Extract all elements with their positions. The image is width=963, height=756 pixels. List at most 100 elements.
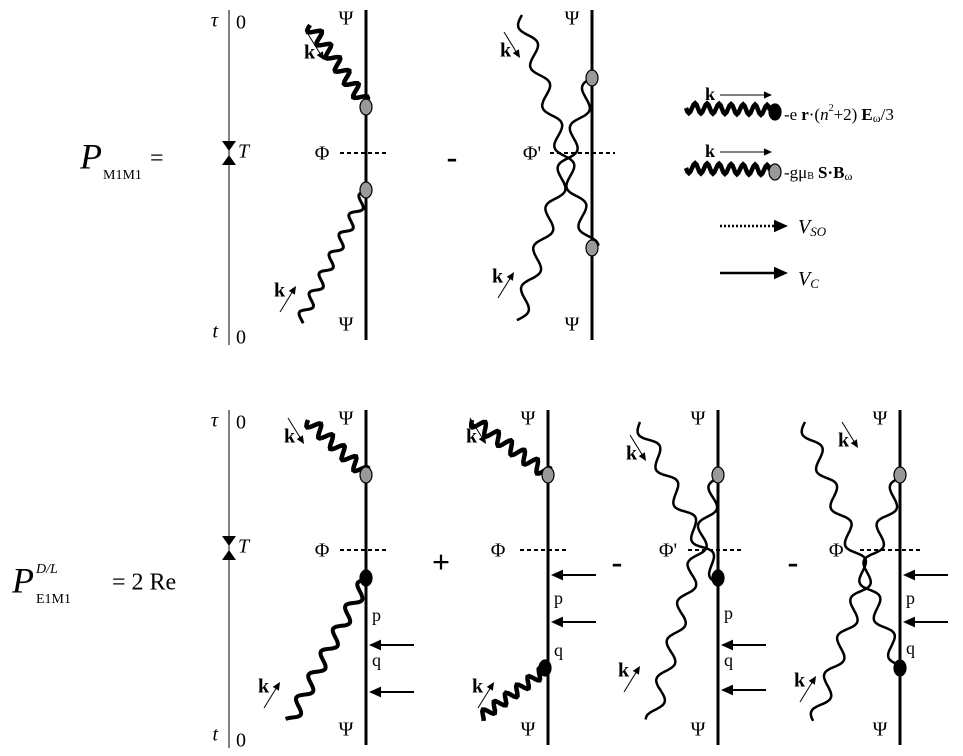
photon-k-arrow — [263, 687, 278, 709]
photon-k-label: k — [304, 42, 316, 64]
vc-arrow-head — [903, 616, 915, 628]
psi-label: Ψ — [873, 408, 888, 430]
photon-line — [636, 421, 716, 582]
photon-k-arrow — [307, 33, 322, 55]
legend-k-label: k — [705, 141, 715, 161]
psi-label: Ψ — [873, 719, 888, 741]
vc-arrow-head — [721, 639, 733, 651]
legend-text-part: E — [861, 105, 872, 124]
t-label: t — [212, 321, 218, 343]
phi-label: Φ' — [659, 540, 677, 562]
lhs-subscript: E1M1 — [36, 592, 71, 607]
photon-line — [479, 665, 547, 722]
photon-k-label: k — [258, 676, 270, 698]
photon-k-arrow-head — [296, 435, 304, 444]
phi-label: Φ — [315, 143, 330, 165]
photon-k-arrow-head — [486, 682, 494, 691]
lhs-symbol: P — [79, 136, 102, 176]
photon-k-arrow-head — [478, 435, 486, 444]
phi-label: Φ' — [523, 143, 541, 165]
photon-line — [284, 578, 367, 721]
phi-label: Φ — [315, 540, 330, 562]
photon-k-arrow — [799, 681, 814, 703]
photon-line — [809, 476, 901, 722]
photon-k-arrow-head — [272, 682, 280, 691]
magnetic-vertex — [711, 466, 725, 484]
photon-line — [516, 14, 600, 247]
legend-text-part: C — [810, 276, 819, 291]
tau-label: τ — [211, 10, 219, 32]
psi-label: Ψ — [565, 8, 580, 30]
legend-text-part: +2) — [834, 105, 858, 124]
photon-k-label: k — [838, 430, 850, 452]
photon-k-arrow-head — [506, 272, 514, 281]
photon-k-label: k — [274, 280, 286, 302]
p-label: p — [372, 605, 381, 625]
photon-k-arrow — [497, 277, 512, 299]
legend-text-part: SO — [810, 224, 827, 239]
legend-vso-arrow-head — [774, 219, 788, 233]
legend-text-part: · — [827, 163, 833, 182]
photon-k-arrow — [287, 417, 302, 439]
legend-text-part: V — [798, 268, 813, 290]
magnetic-vertex — [893, 466, 907, 484]
legend-text-part: ·( — [809, 105, 821, 124]
photon-line — [304, 23, 371, 108]
legend-text-part: /3 — [881, 105, 894, 124]
lhs-subscript: M1M1 — [103, 168, 142, 183]
legend-text-part: ω — [873, 111, 881, 125]
magnetic-vertex — [359, 466, 373, 484]
magnetic-vertex — [359, 181, 373, 199]
psi-label: Ψ — [339, 8, 354, 30]
photon-k-label: k — [284, 426, 296, 448]
electric-vertex — [711, 569, 725, 587]
q-label: q — [724, 650, 733, 670]
electric-vertex — [359, 569, 373, 587]
electric-vertex — [893, 659, 907, 677]
psi-label: Ψ — [521, 408, 536, 430]
legend-text-part: -gμ — [784, 163, 807, 182]
vc-arrow-head — [903, 569, 915, 581]
legend-vc-label: VC — [798, 268, 819, 291]
legend-k-label: k — [705, 84, 715, 104]
T-marker — [222, 536, 236, 546]
zero-label: 0 — [236, 730, 246, 752]
photon-k-arrow — [279, 291, 294, 313]
magnetic-vertex — [585, 69, 599, 87]
photon-k-arrow — [503, 31, 518, 53]
T-label: T — [238, 536, 251, 558]
photon-k-arrow-head — [288, 286, 296, 295]
phi-label: Φ' — [829, 540, 847, 562]
q-label: q — [372, 650, 381, 670]
legend-photon-line — [683, 100, 773, 118]
lhs-equals: = — [150, 146, 164, 172]
photon-k-arrow — [841, 421, 856, 443]
photon-k-label: k — [618, 660, 630, 682]
lhs-superscript: D/L — [35, 562, 58, 577]
photon-line — [516, 76, 593, 322]
photon-k-label: k — [794, 670, 806, 692]
photon-k-label: k — [500, 40, 512, 62]
legend-k-arrow-head — [764, 148, 772, 156]
psi-label: Ψ — [339, 719, 354, 741]
photon-k-arrow-head — [808, 676, 816, 685]
vc-arrow-head — [369, 686, 381, 698]
magnetic-vertex — [768, 163, 782, 181]
vc-arrow-head — [369, 639, 381, 651]
photon-k-label: k — [626, 443, 638, 465]
electric-vertex — [538, 659, 552, 677]
T-marker — [222, 141, 236, 151]
photon-k-arrow — [477, 687, 492, 709]
legend-text-part: ω — [844, 169, 852, 183]
magnetic-vertex — [359, 98, 373, 116]
photon-k-arrow-head — [850, 439, 858, 448]
psi-label: Ψ — [339, 408, 354, 430]
legend-text-part: -e — [784, 105, 797, 124]
legend-text-part: r — [801, 105, 809, 124]
p-label: p — [554, 588, 563, 608]
T-marker — [222, 155, 236, 165]
photon-k-arrow — [623, 671, 638, 693]
photon-k-arrow-head — [512, 49, 520, 58]
vc-arrow-head — [721, 684, 733, 696]
magnetic-vertex — [585, 239, 599, 257]
